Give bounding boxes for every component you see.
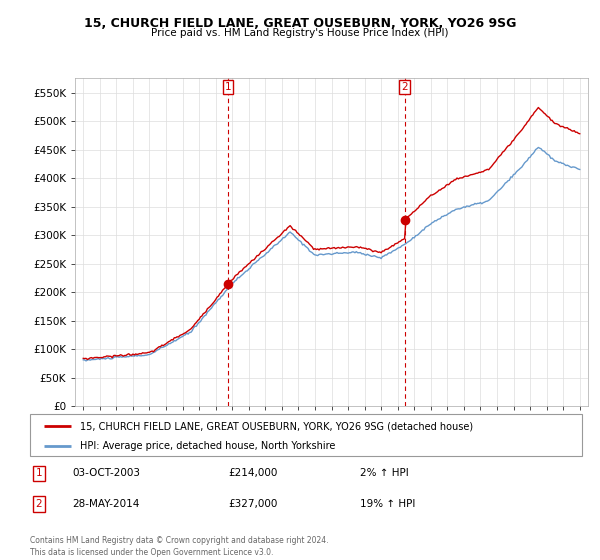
Text: 1: 1 [225,82,232,92]
Text: 19% ↑ HPI: 19% ↑ HPI [360,499,415,509]
Text: 1: 1 [35,468,43,478]
Text: Price paid vs. HM Land Registry's House Price Index (HPI): Price paid vs. HM Land Registry's House … [151,28,449,38]
Text: 2% ↑ HPI: 2% ↑ HPI [360,468,409,478]
Text: £327,000: £327,000 [228,499,277,509]
Text: 2: 2 [401,82,408,92]
Text: 15, CHURCH FIELD LANE, GREAT OUSEBURN, YORK, YO26 9SG (detached house): 15, CHURCH FIELD LANE, GREAT OUSEBURN, Y… [80,421,473,431]
Text: HPI: Average price, detached house, North Yorkshire: HPI: Average price, detached house, Nort… [80,441,335,451]
FancyBboxPatch shape [30,414,582,456]
Text: 2: 2 [35,499,43,509]
Text: £214,000: £214,000 [228,468,277,478]
Text: Contains HM Land Registry data © Crown copyright and database right 2024.
This d: Contains HM Land Registry data © Crown c… [30,536,329,557]
Text: 28-MAY-2014: 28-MAY-2014 [72,499,139,509]
Text: 15, CHURCH FIELD LANE, GREAT OUSEBURN, YORK, YO26 9SG: 15, CHURCH FIELD LANE, GREAT OUSEBURN, Y… [84,17,516,30]
Text: 03-OCT-2003: 03-OCT-2003 [72,468,140,478]
